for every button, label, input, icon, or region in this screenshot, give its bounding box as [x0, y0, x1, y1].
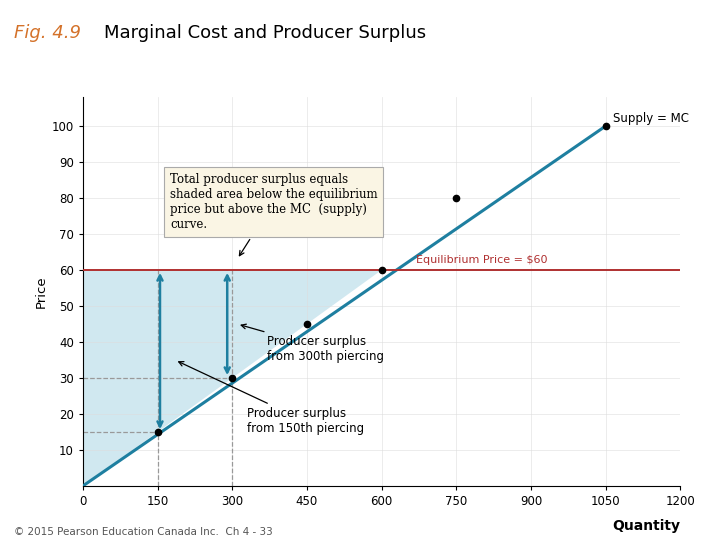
Text: Producer surplus
from 300th piercing: Producer surplus from 300th piercing: [241, 324, 384, 363]
Text: Supply = MC: Supply = MC: [613, 112, 689, 125]
Text: Marginal Cost and Producer Surplus: Marginal Cost and Producer Surplus: [104, 24, 426, 42]
Text: © 2015 Pearson Education Canada Inc.  Ch 4 - 33: © 2015 Pearson Education Canada Inc. Ch …: [14, 527, 273, 537]
Text: Quantity: Quantity: [613, 519, 680, 533]
Polygon shape: [83, 270, 382, 486]
Text: Total producer surplus equals
shaded area below the equilibrium
price but above : Total producer surplus equals shaded are…: [170, 173, 377, 255]
Text: Equilibrium Price = $60: Equilibrium Price = $60: [416, 254, 548, 265]
Text: Producer surplus
from 150th piercing: Producer surplus from 150th piercing: [179, 362, 364, 435]
Text: Fig. 4.9: Fig. 4.9: [14, 24, 81, 42]
Y-axis label: Price: Price: [35, 275, 48, 308]
